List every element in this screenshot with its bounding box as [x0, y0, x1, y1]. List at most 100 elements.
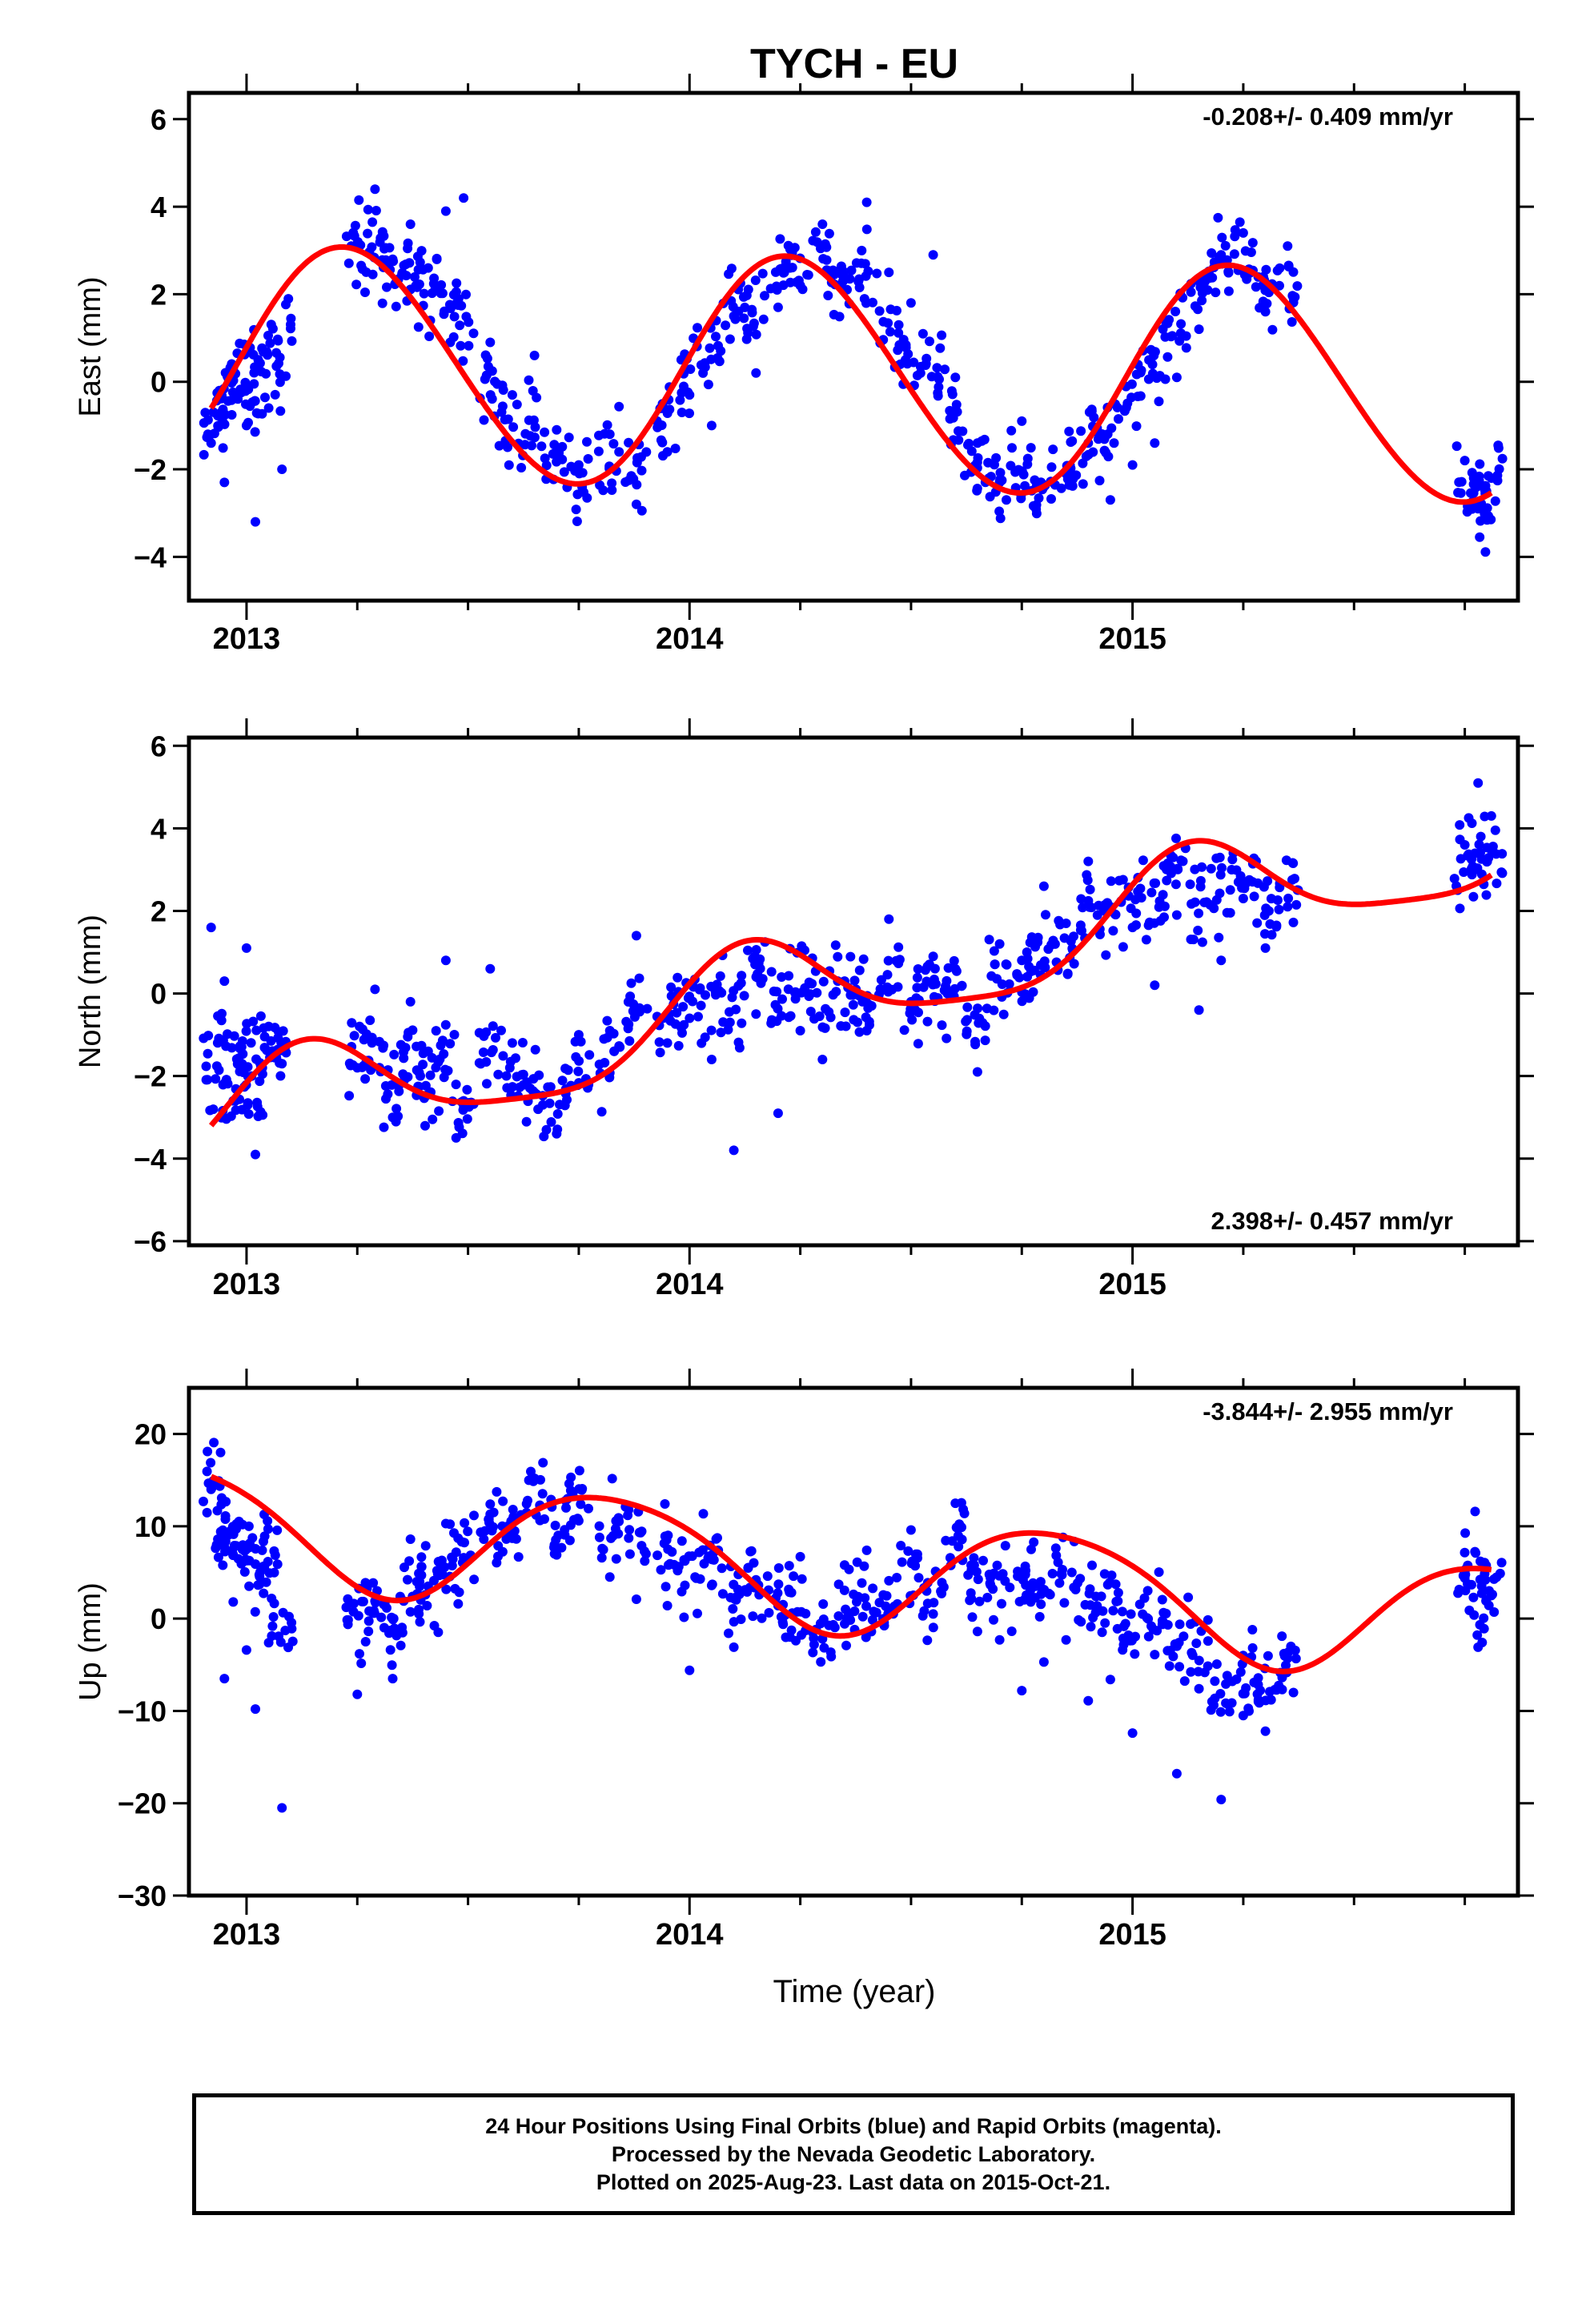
data-point [918, 982, 929, 992]
data-point [363, 228, 373, 239]
data-point [1496, 867, 1507, 878]
data-point [805, 1007, 816, 1017]
data-point [957, 1522, 966, 1533]
data-point [1472, 1630, 1483, 1640]
data-point [690, 1572, 701, 1582]
data-point [972, 1626, 982, 1637]
data-point [491, 1032, 500, 1043]
data-point [611, 1516, 621, 1526]
data-point [807, 979, 817, 989]
data-point [388, 256, 399, 267]
data-point [1480, 547, 1491, 557]
data-point [220, 1514, 231, 1524]
data-point [220, 409, 231, 420]
data-point [553, 1530, 564, 1541]
data-point [431, 1063, 441, 1073]
data-point [1210, 1676, 1220, 1687]
data-point [839, 1585, 849, 1595]
data-point [725, 334, 735, 344]
data-point [566, 1472, 576, 1482]
data-point [1064, 426, 1074, 436]
data-point [878, 1590, 889, 1600]
data-point [1138, 855, 1148, 866]
data-point [1150, 980, 1160, 991]
data-point [950, 372, 961, 383]
data-point [693, 1011, 703, 1022]
data-point [354, 195, 364, 205]
data-point [349, 1598, 359, 1609]
data-point [401, 271, 412, 281]
data-point [718, 1017, 729, 1027]
data-point [673, 1040, 684, 1051]
data-point [440, 1019, 451, 1030]
data-point [253, 1580, 263, 1590]
data-point [1283, 902, 1293, 912]
data-point [1117, 1606, 1127, 1617]
data-point [854, 965, 865, 975]
data-point [501, 1071, 512, 1081]
data-point [460, 1518, 470, 1528]
data-point [215, 1447, 226, 1458]
data-point [797, 941, 807, 951]
data-point [418, 264, 428, 275]
data-point [278, 1026, 288, 1036]
data-point [784, 971, 794, 981]
data-point [1004, 979, 1014, 989]
data-point [1022, 453, 1033, 464]
data-point [1157, 1594, 1167, 1605]
data-point [1277, 1684, 1287, 1695]
data-point [998, 1009, 1009, 1019]
data-point [1460, 1547, 1470, 1558]
data-point [698, 1509, 709, 1519]
data-point [905, 1525, 916, 1535]
data-point [1131, 421, 1142, 432]
data-point [872, 268, 882, 279]
data-point [1105, 1675, 1115, 1685]
data-point [347, 1018, 357, 1028]
data-point [275, 352, 285, 363]
data-point [1185, 879, 1195, 890]
data-point [1067, 480, 1078, 491]
data-point [667, 1546, 677, 1557]
data-point [507, 1038, 517, 1048]
data-point [1197, 296, 1207, 306]
model-fit-line [210, 1474, 1492, 1675]
data-point [1176, 855, 1186, 866]
data-point [1213, 212, 1223, 223]
data-point [1249, 891, 1259, 902]
data-point [399, 1047, 408, 1057]
data-point [874, 1598, 885, 1608]
data-point [433, 1627, 444, 1638]
data-point [1076, 426, 1086, 436]
data-point [785, 1011, 796, 1021]
data-point [952, 407, 962, 417]
data-point [1490, 825, 1500, 835]
data-point [611, 1554, 621, 1564]
data-point [1186, 899, 1197, 909]
data-point [1225, 907, 1235, 918]
data-point [602, 1015, 612, 1026]
data-point [555, 1100, 564, 1110]
data-point [978, 1018, 988, 1028]
data-point [1083, 449, 1094, 460]
data-point [706, 1055, 717, 1064]
data-point [199, 1033, 209, 1043]
data-point [552, 1124, 563, 1135]
data-point [1017, 1686, 1027, 1696]
data-point [594, 430, 604, 440]
data-point [1106, 876, 1116, 887]
data-point [1289, 292, 1299, 303]
data-point [1246, 247, 1256, 257]
data-point [1193, 304, 1203, 315]
data-point [247, 1533, 258, 1543]
data-point [1207, 248, 1217, 258]
data-point [677, 408, 687, 417]
data-point [1288, 858, 1299, 868]
data-point [840, 1007, 850, 1018]
data-point [882, 970, 893, 980]
y-tick-label: −2 [134, 1060, 167, 1093]
data-point [377, 298, 387, 308]
data-point [576, 1499, 586, 1510]
data-point [659, 1538, 669, 1549]
data-point [795, 1551, 805, 1562]
